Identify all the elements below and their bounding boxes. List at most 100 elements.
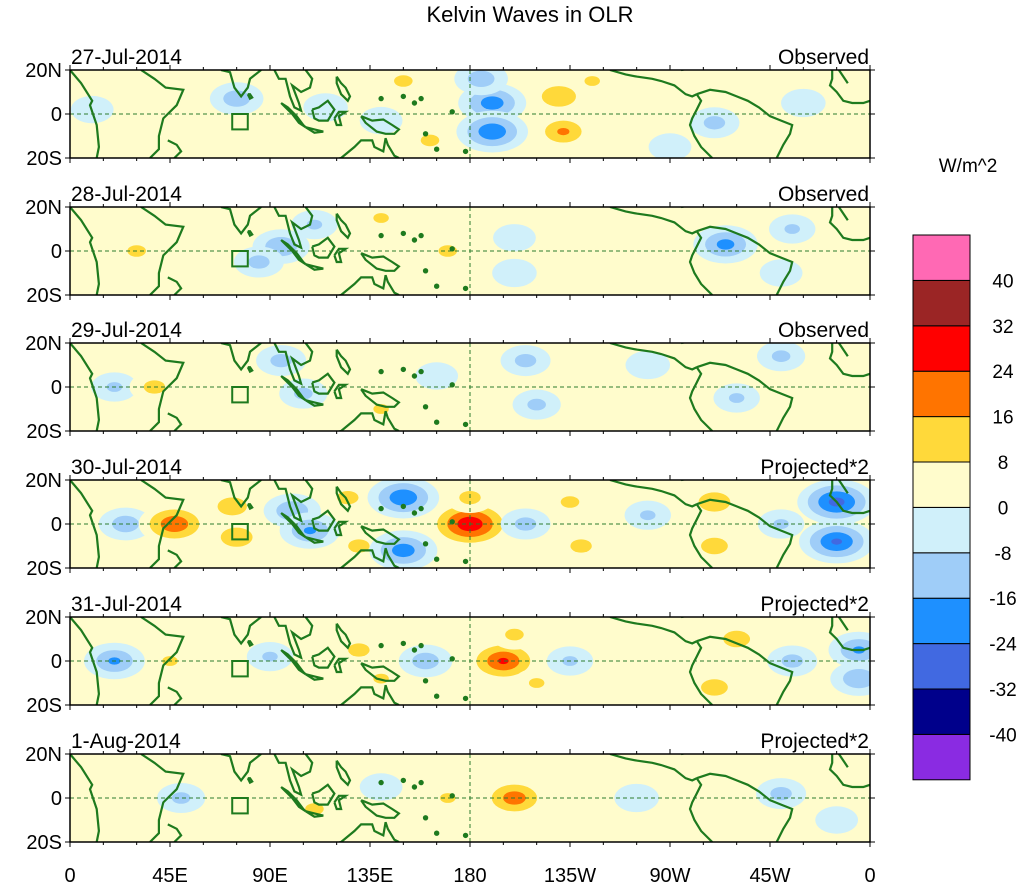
anomaly-contour (831, 538, 843, 545)
coastline (333, 110, 350, 127)
panel-date: 31-Jul-2014 (71, 593, 182, 616)
coastline (828, 343, 870, 378)
colorbar-tick-label: -24 (989, 635, 1017, 656)
x-tick-label: 135W (544, 865, 596, 887)
panel-4: 20N 0 20S 30-Jul-2014 Projected*2 (25, 456, 875, 580)
coastline (837, 70, 849, 84)
coastline (273, 754, 314, 797)
anomaly-contour (640, 510, 656, 521)
coastline (70, 754, 101, 842)
island (449, 519, 455, 525)
coastline (335, 485, 352, 513)
island (422, 815, 429, 821)
coastline (696, 772, 794, 842)
coastline (311, 783, 336, 806)
anomaly-contour (112, 515, 139, 533)
island (462, 695, 469, 702)
anomaly-contour (248, 255, 270, 269)
coastline (696, 498, 794, 568)
coastline (220, 207, 262, 236)
coastline (837, 617, 849, 631)
coastline (167, 823, 183, 842)
coastline (273, 70, 314, 113)
coastline (305, 536, 324, 544)
anomaly-contour (514, 353, 537, 368)
y-tick-label: 20N (25, 60, 62, 82)
island (449, 793, 455, 799)
island (400, 366, 407, 373)
island (462, 421, 469, 428)
y-tick-label: 0 (51, 241, 62, 263)
coastline (305, 673, 324, 681)
island (433, 419, 440, 425)
anomaly-contour (492, 258, 537, 288)
panel-label: Observed (778, 319, 869, 342)
coastline (140, 617, 185, 705)
anomaly-contour (770, 786, 792, 801)
x-tick-label: 45E (152, 865, 188, 887)
anomaly-contour (560, 496, 580, 508)
colorbar-swatch (912, 234, 971, 281)
coastline (70, 207, 101, 295)
index-box (231, 797, 249, 815)
island (411, 100, 418, 106)
coastline (273, 617, 314, 660)
colorbar-tick-label: 8 (998, 453, 1009, 474)
anomaly-contour (415, 362, 459, 390)
island (411, 373, 418, 379)
anomaly-contour (541, 86, 576, 107)
coastline (305, 126, 324, 134)
island (378, 232, 384, 239)
colorbar-swatch (912, 688, 971, 735)
colorbar-tick-label: 32 (992, 317, 1013, 338)
anomaly-contour (394, 75, 413, 87)
anomaly-contour (843, 668, 870, 689)
coastline (321, 547, 400, 568)
anomaly-contour (773, 519, 789, 529)
island (378, 779, 384, 786)
island (378, 95, 384, 102)
index-box (231, 523, 249, 541)
coastline (305, 810, 324, 818)
x-tick-label: 0 (64, 865, 75, 887)
y-tick-label: 0 (51, 377, 62, 399)
coastline (321, 684, 400, 705)
anomaly-contour (160, 515, 189, 533)
colorbar-tick-label: 40 (992, 271, 1013, 292)
anomaly-contour (220, 527, 253, 547)
coastlines (70, 207, 870, 295)
y-tick-label: 0 (51, 514, 62, 536)
y-tick-label: 0 (51, 651, 62, 673)
coastline (335, 75, 352, 103)
coastline (273, 480, 314, 523)
anomaly-contour (171, 255, 213, 282)
coastline (688, 777, 713, 842)
island (449, 246, 455, 252)
island (433, 146, 440, 152)
coastline (220, 70, 262, 99)
panel-label: Observed (778, 46, 869, 69)
coastline (321, 274, 400, 295)
colorbar: W/m^2 -40 -32 -24 -16 -8 0 8 16 24 32 40 (912, 156, 1017, 781)
island (378, 642, 384, 649)
island (378, 368, 384, 375)
island (422, 678, 429, 684)
colorbar-tick-label: -8 (995, 544, 1012, 565)
colorbar-tick-label: 24 (992, 362, 1014, 383)
y-tick-label: 20S (26, 421, 62, 443)
coastline (273, 343, 314, 386)
panel-date: 29-Jul-2014 (71, 319, 182, 342)
anomaly-contour (759, 259, 803, 287)
x-tick-label: 180 (453, 865, 486, 887)
anomaly-contour (559, 248, 603, 276)
coastline (140, 343, 185, 431)
coastline (246, 366, 254, 374)
coastline (321, 410, 400, 431)
index-box (231, 660, 249, 678)
panels: 20N 0 20S 27-Jul-2014 Observed 20N 0 20S 28-Jul-… (25, 46, 875, 854)
anomaly-contour (537, 762, 581, 790)
colorbar-swatch (912, 370, 971, 418)
coastline (305, 399, 324, 407)
coastline (688, 230, 713, 295)
island (400, 503, 407, 510)
